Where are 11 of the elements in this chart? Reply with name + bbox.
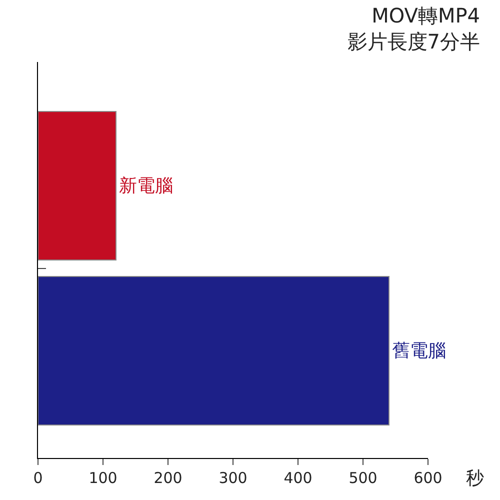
x-tick-label: 500: [348, 469, 378, 487]
y-tick-label: 舊電腦: [392, 340, 446, 362]
x-tick-label: 100: [88, 469, 118, 487]
y-tick-label: 新電腦: [119, 175, 173, 196]
x-tick-label: 600: [414, 469, 442, 487]
x-tick-label: 200: [154, 469, 182, 487]
chart-title: MOV轉MP4 影片長度7分半: [347, 4, 480, 54]
x-tick-label: 400: [284, 469, 312, 487]
x-tick-label: 0: [33, 469, 43, 487]
x-tick-label: 300: [218, 469, 248, 487]
x-axis-title: 秒: [466, 468, 484, 489]
